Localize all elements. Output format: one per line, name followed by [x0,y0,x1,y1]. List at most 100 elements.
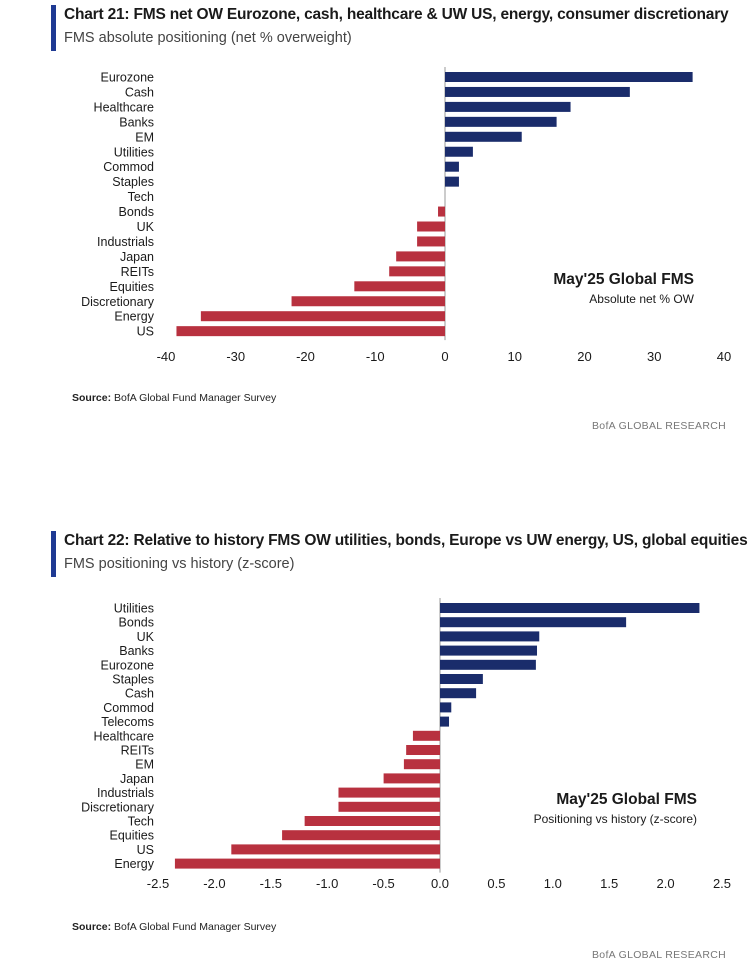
category-label: US [137,325,154,339]
category-label: Discretionary [81,295,155,309]
bar-uk [417,221,445,232]
x-tick-label: -2.0 [203,876,225,891]
category-label: Utilities [114,602,154,616]
x-tick-label: 40 [717,349,731,364]
x-tick-label: 20 [577,349,591,364]
x-tick-label: 10 [508,349,522,364]
x-tick-label: 1.5 [600,876,618,891]
category-label: Tech [128,190,154,204]
x-tick-label: -2.5 [147,876,169,891]
bar-cash [445,86,630,97]
category-label: Industrials [97,786,154,800]
category-label: Eurozone [100,71,154,85]
x-tick-label: 0.5 [487,876,505,891]
bar-bonds [438,206,445,217]
category-label: Staples [112,673,154,687]
category-label: Bonds [119,205,154,219]
bar-chart-22: UtilitiesBondsUKBanksEurozoneStaplesCash… [81,598,731,891]
bar-japan [383,773,440,784]
bar-us [176,326,445,337]
bar-chart-21: EurozoneCashHealthcareBanksEMUtilitiesCo… [81,67,731,364]
chart-panel-21: Chart 21: FMS net OW Eurozone, cash, hea… [0,0,750,440]
chart-subtitle: FMS positioning vs history (z-score) [64,556,295,572]
category-label: Commod [103,160,154,174]
category-label: UK [137,220,155,234]
category-label: Telecoms [101,715,154,729]
category-label: US [137,843,154,857]
category-label: Commod [103,701,154,715]
category-label: UK [137,630,155,644]
bar-energy [174,858,441,869]
annotation-subtitle: Absolute net % OW [589,292,694,306]
category-label: Japan [120,250,154,264]
category-label: Cash [125,85,154,99]
bar-commod [445,161,459,172]
bar-equities [354,281,445,292]
category-label: Cash [125,687,154,701]
footer-brand: BofA GLOBAL RESEARCH [592,949,726,961]
bar-staples [445,176,459,187]
chart-panel-22: Chart 22: Relative to history FMS OW uti… [0,526,750,968]
bar-bonds [440,617,627,628]
bar-healthcare [412,730,440,741]
x-tick-label: 2.5 [713,876,731,891]
category-label: REITs [121,265,154,279]
annotation-title: May'25 Global FMS [553,271,694,288]
category-label: Energy [114,857,154,871]
category-label: Banks [119,115,154,129]
category-label: Utilities [114,145,154,159]
bar-banks [440,645,538,656]
bar-equities [282,830,440,841]
category-label: Equities [110,280,154,294]
bar-eurozone [445,72,693,82]
x-tick-label: -1.5 [260,876,282,891]
source-label: Source: [72,921,112,933]
bar-us [231,844,440,855]
bar-industrials [338,787,440,798]
bar-banks [445,116,557,127]
x-tick-label: 2.0 [657,876,675,891]
bar-utilities [445,146,473,157]
bar-industrials [417,236,445,247]
bar-eurozone [440,659,536,670]
bar-telecoms [440,716,450,727]
source-label: Source: [72,392,112,404]
category-label: Japan [120,772,154,786]
chart-title: Chart 22: Relative to history FMS OW uti… [64,532,748,549]
x-tick-label: -10 [366,349,385,364]
bar-japan [396,251,445,262]
bar-healthcare [445,101,571,112]
source-text: BofA Global Fund Manager Survey [114,921,277,933]
x-tick-label: 0.0 [431,876,449,891]
x-tick-label: -0.5 [372,876,394,891]
category-label: Industrials [97,235,154,249]
x-tick-label: -30 [226,349,245,364]
category-label: Energy [114,310,154,324]
x-tick-label: 0 [441,349,448,364]
x-tick-label: 30 [647,349,661,364]
source-note: Source: BofA Global Fund Manager Survey [72,921,276,933]
category-label: Discretionary [81,800,155,814]
bar-staples [440,674,483,684]
bar-reits [406,745,440,755]
category-label: EM [135,130,154,144]
bar-energy [200,311,445,322]
bar-cash [440,688,477,699]
annotation-title: May'25 Global FMS [556,791,697,808]
bar-uk [440,631,540,642]
category-label: Bonds [119,616,154,630]
bar-utilities [440,603,700,613]
category-label: Staples [112,175,154,189]
title-accent-bar [51,5,56,51]
chart-title: Chart 21: FMS net OW Eurozone, cash, hea… [64,6,729,23]
chart-subtitle: FMS absolute positioning (net % overweig… [64,30,352,46]
bar-tech [304,816,440,826]
annotation-subtitle: Positioning vs history (z-score) [534,812,697,826]
category-label: REITs [121,744,154,758]
bar-discretionary [338,801,440,812]
bar-commod [440,702,452,713]
category-label: Banks [119,644,154,658]
title-accent-bar [51,531,56,577]
source-note: Source: BofA Global Fund Manager Survey [72,392,276,404]
bar-discretionary [291,296,445,307]
